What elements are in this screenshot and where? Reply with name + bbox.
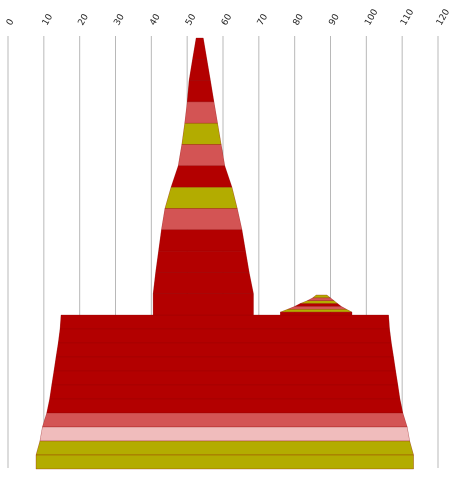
tall-peak-segment xyxy=(181,122,222,145)
tall-peak-segment xyxy=(177,144,226,167)
base-block-segment xyxy=(53,356,396,372)
small-hump-segment xyxy=(280,311,353,316)
tall-peak-segment xyxy=(155,250,250,273)
tall-peak-segment xyxy=(152,272,254,294)
base-block-segment xyxy=(57,328,392,344)
base-block-segment xyxy=(42,412,408,428)
small-hump-segment xyxy=(280,309,353,313)
x-tick-label: 20 xyxy=(77,12,92,27)
small-hump-segment xyxy=(287,306,347,310)
base-block-segment xyxy=(35,454,414,470)
x-tick-label: 50 xyxy=(184,12,199,27)
x-tick-label: 70 xyxy=(256,12,271,27)
tall-peak-segment xyxy=(158,229,246,252)
base-block-segment xyxy=(46,398,404,414)
area-shapes xyxy=(35,37,414,470)
tall-peak-segment xyxy=(192,37,208,60)
small-hump-segment xyxy=(299,300,339,304)
base-block-segment xyxy=(49,384,401,400)
base-block-segment xyxy=(39,426,410,442)
tall-peak-segment xyxy=(188,59,211,81)
x-tick-label: 10 xyxy=(41,12,56,27)
x-tick-label: 0 xyxy=(5,17,17,27)
small-hump-segment xyxy=(311,294,332,299)
small-hump-segment xyxy=(307,297,335,301)
x-tick-label: 110 xyxy=(399,7,416,27)
x-tick-label: 80 xyxy=(292,12,307,27)
base-block-segment xyxy=(59,314,390,330)
base-block-segment xyxy=(51,370,399,386)
x-tick-label: 40 xyxy=(148,12,163,27)
tall-peak-segment xyxy=(164,186,238,209)
tall-peak-segment xyxy=(161,208,243,231)
x-tick-label: 100 xyxy=(363,7,380,27)
small-hump-segment xyxy=(294,303,343,307)
base-block-segment xyxy=(35,440,414,456)
x-tick-label: 90 xyxy=(327,12,342,27)
x-tick-label: 30 xyxy=(112,12,127,27)
x-tick-label: 120 xyxy=(435,7,452,27)
small-hump xyxy=(280,294,353,316)
x-tick-labels: 0 10 20 30 40 50 60 70 80 90 100 110 120 xyxy=(5,7,452,27)
tall-peak-segment xyxy=(186,80,215,103)
x-tick-label: 60 xyxy=(220,12,235,27)
tall-peak xyxy=(152,37,254,316)
base-block xyxy=(35,314,414,470)
base-block-segment xyxy=(55,342,394,358)
tall-peak-segment xyxy=(170,165,233,188)
tall-peak-segment xyxy=(152,293,254,316)
tall-peak-segment xyxy=(184,101,218,124)
